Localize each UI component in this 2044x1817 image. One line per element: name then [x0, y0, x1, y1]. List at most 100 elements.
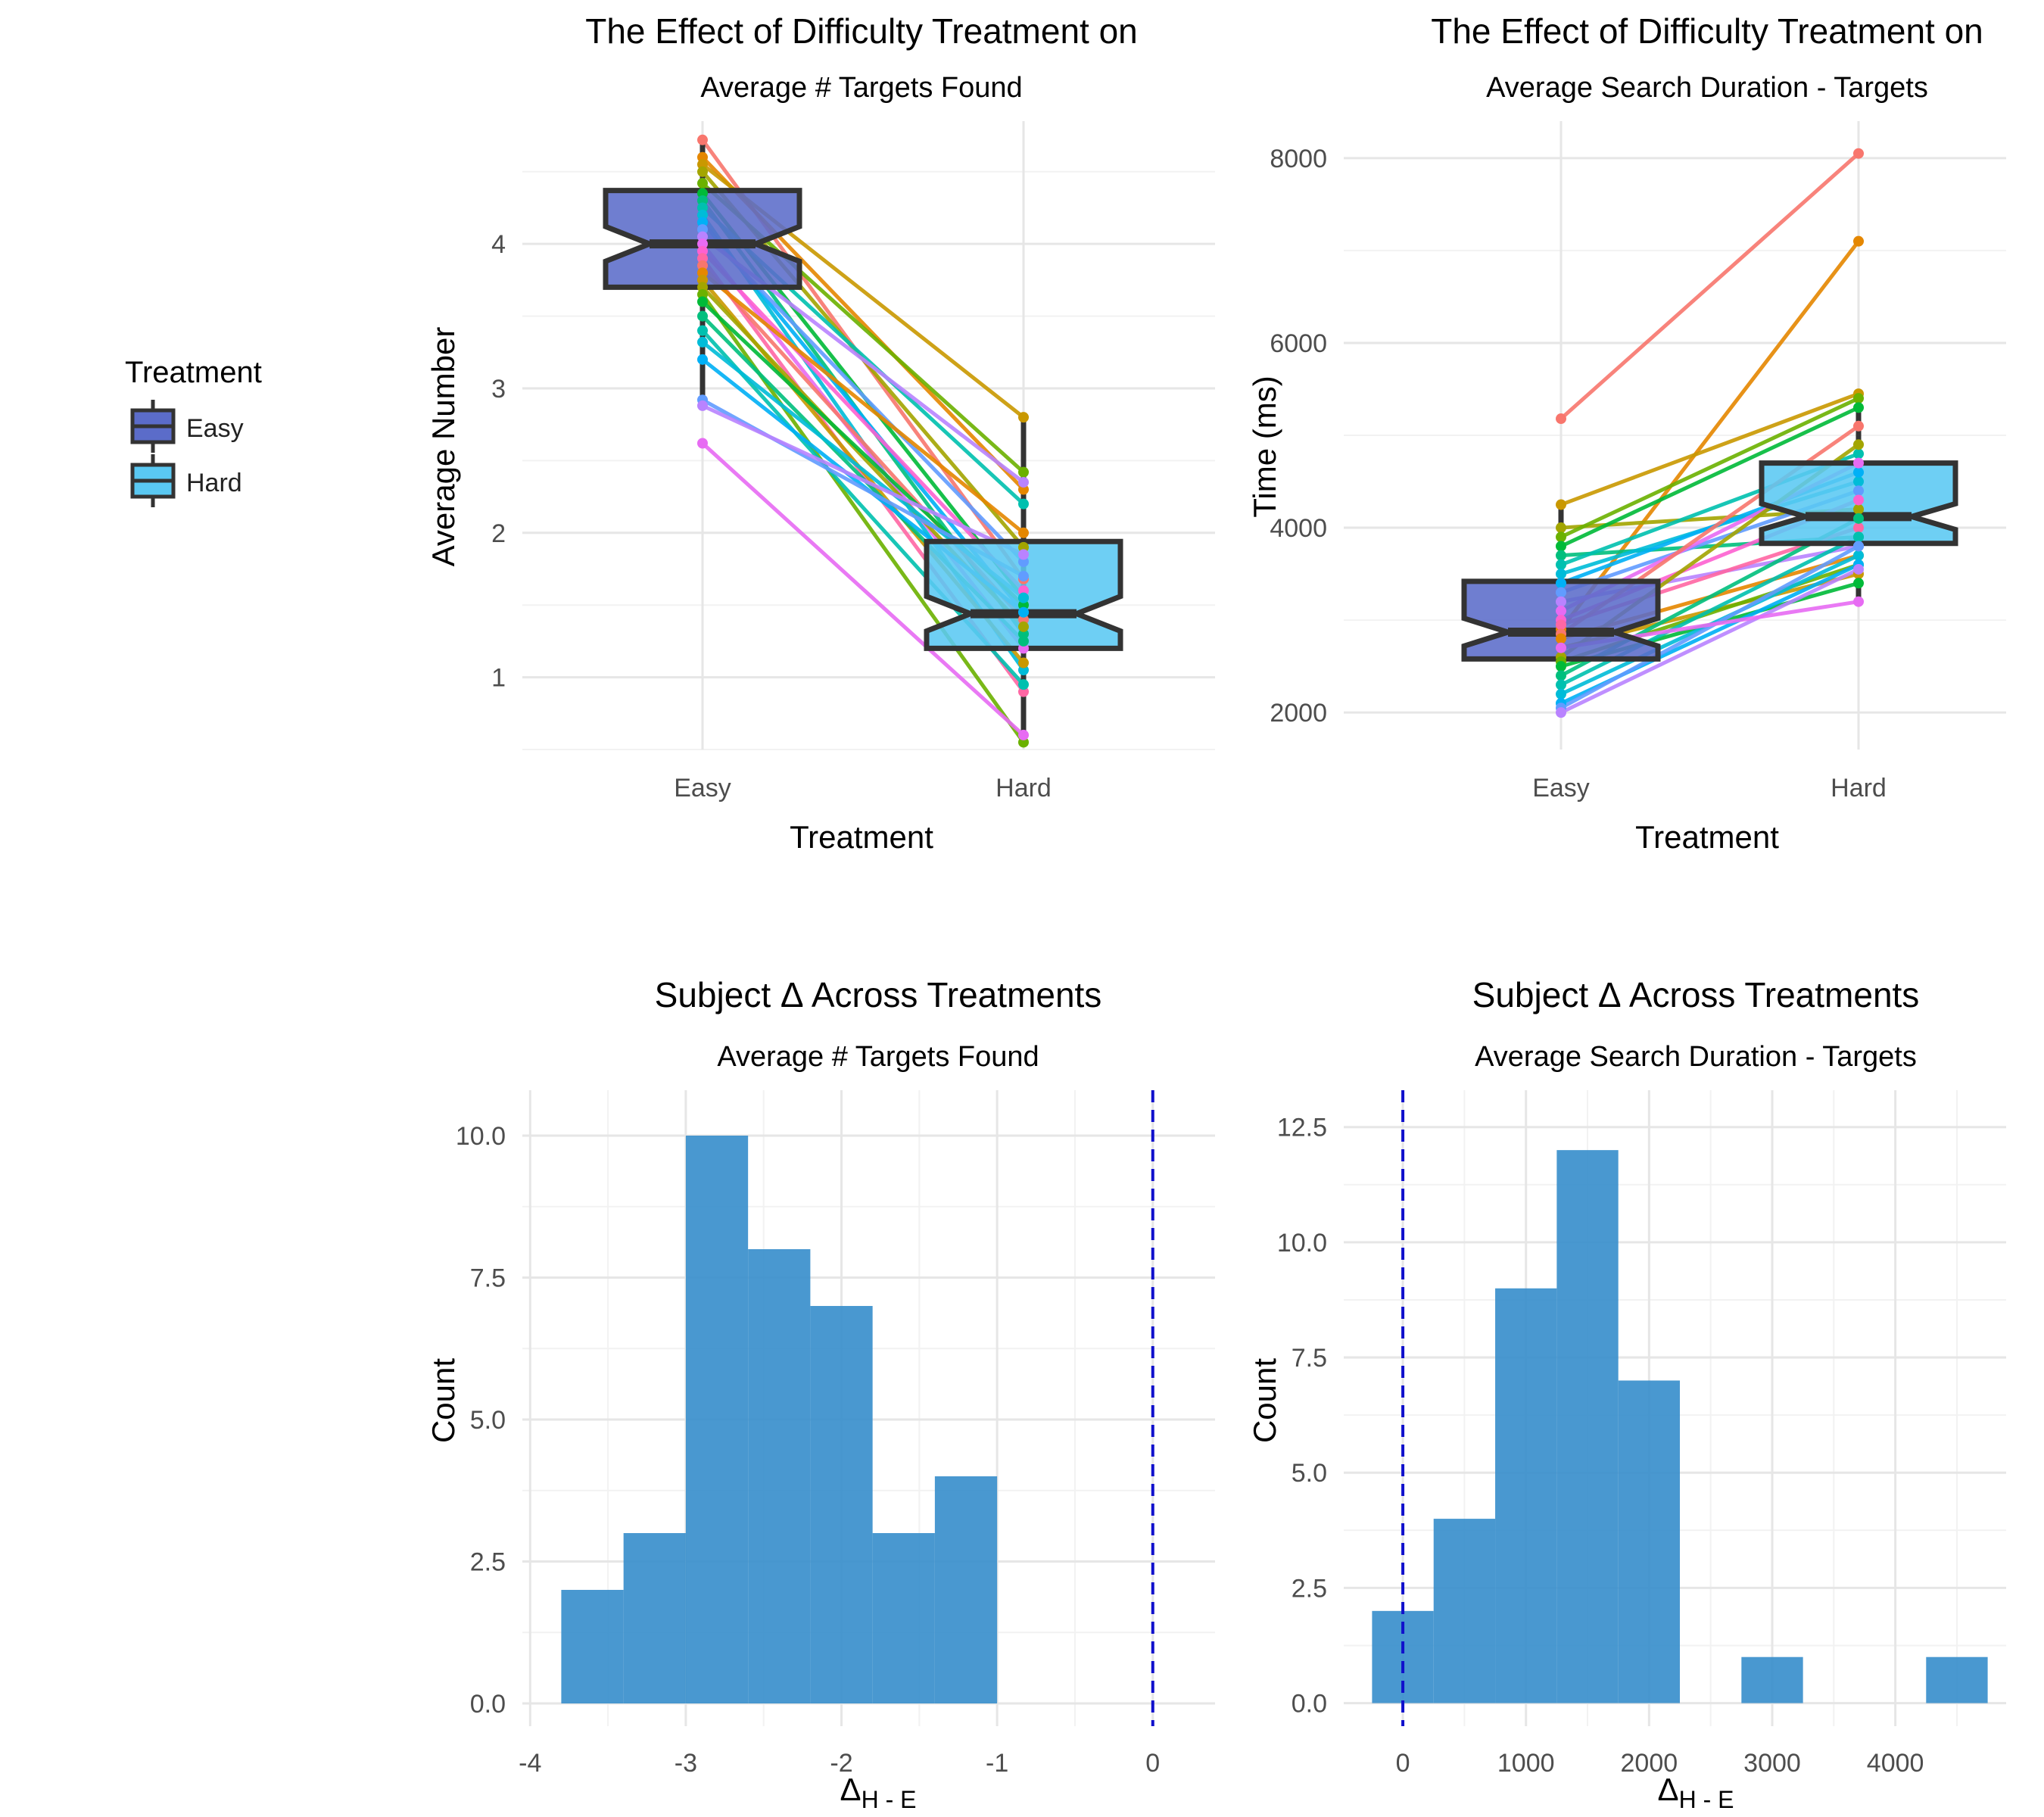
- x-tick-label: 1000: [1497, 1749, 1555, 1778]
- y-tick-label: 5.0: [1292, 1459, 1327, 1488]
- subject-point: [1556, 587, 1566, 598]
- subject-point: [697, 336, 708, 348]
- y-tick-label: 12.5: [1277, 1114, 1327, 1142]
- y-axis-label: Count: [1247, 1358, 1282, 1443]
- subject-point: [1853, 550, 1864, 561]
- subject-point: [697, 296, 708, 307]
- subject-line: [701, 441, 1025, 737]
- legend-item-hard: Hard: [130, 454, 242, 507]
- legend-label-hard: Hard: [186, 469, 242, 497]
- histogram-bar: [1433, 1519, 1496, 1703]
- subject-point: [697, 310, 708, 322]
- tick-labels: 1 2 3 4 Easy Hard: [491, 230, 1052, 803]
- y-tick-label: 10.0: [1277, 1229, 1327, 1258]
- y-tick-label: 4000: [1270, 514, 1327, 543]
- histogram-bar: [934, 1476, 998, 1703]
- x-tick-label: -2: [830, 1749, 852, 1778]
- subject-point: [697, 166, 708, 177]
- subject-point: [1556, 679, 1566, 690]
- x-tick-label: Easy: [674, 774, 731, 803]
- y-tick-label: 2: [491, 519, 506, 548]
- legend-label-easy: Easy: [186, 414, 244, 443]
- panel-subtitle: Average Search Duration - Targets: [1486, 72, 1928, 104]
- y-tick-label: 0.0: [470, 1690, 506, 1719]
- subject-points: [1556, 148, 1864, 718]
- histogram-bar: [1495, 1288, 1557, 1703]
- panel-duration-boxplot: The Effect of Difficulty Treatment on Av…: [1247, 11, 2006, 855]
- y-tick-label: 3: [491, 375, 506, 404]
- subject-point: [697, 354, 708, 365]
- x-tick-label: -1: [986, 1749, 1008, 1778]
- subject-point: [1556, 661, 1566, 672]
- subject-point: [1853, 522, 1864, 534]
- x-tick-label: 3000: [1743, 1749, 1801, 1778]
- tick-labels: -4 -3 -2 -1 0 0.0 2.5 5.0 7.5 10.0: [456, 1122, 1160, 1778]
- tick-labels: 0 1000 2000 3000 4000 0.0 2.5 5.0 7.5 10.0 12.5: [1277, 1114, 1924, 1778]
- subject-point: [1853, 485, 1864, 497]
- y-tick-label: 4: [491, 230, 506, 259]
- y-tick-label: 1: [491, 664, 506, 693]
- subject-point: [1018, 635, 1029, 647]
- x-axis-label: Treatment: [1635, 819, 1779, 855]
- subject-point: [1556, 633, 1566, 644]
- subject-line: [1559, 544, 1860, 710]
- y-axis-label: Count: [425, 1358, 461, 1443]
- subject-point: [1556, 550, 1566, 561]
- subject-point: [1556, 531, 1566, 543]
- subject-point: [697, 438, 708, 449]
- panel-subtitle: Average Search Duration - Targets: [1475, 1041, 1917, 1073]
- panel-targets-histogram: Subject Δ Across Treatments Average # Ta…: [425, 975, 1215, 1813]
- histogram-bar: [810, 1306, 873, 1703]
- y-tick-label: 6000: [1270, 329, 1327, 358]
- histogram-bar: [872, 1533, 935, 1703]
- x-tick-label: 0: [1145, 1749, 1160, 1778]
- subject-point: [1018, 571, 1029, 582]
- x-axis-label-subscript: H - E: [1679, 1786, 1734, 1813]
- subject-point: [1018, 527, 1029, 538]
- y-tick-label: 10.0: [456, 1122, 506, 1151]
- subject-point: [1018, 679, 1029, 690]
- x-tick-label: Hard: [996, 774, 1052, 803]
- histogram-bars: [561, 1136, 998, 1703]
- y-tick-label: 8000: [1270, 145, 1327, 173]
- subject-point: [1853, 393, 1864, 404]
- x-axis-label: Treatment: [790, 819, 933, 855]
- x-axis-label: ΔH - E: [840, 1772, 917, 1813]
- subject-point: [1556, 670, 1566, 681]
- panel-duration-histogram: Subject Δ Across Treatments Average Sear…: [1247, 975, 2006, 1813]
- subject-point: [1018, 466, 1029, 478]
- subject-point: [1853, 466, 1864, 478]
- subject-point: [697, 325, 708, 336]
- histogram-bar: [1926, 1656, 1988, 1703]
- y-axis-label: Average Number: [425, 327, 461, 567]
- x-axis-label-subscript: H - E: [862, 1786, 917, 1813]
- subject-point: [1018, 657, 1029, 669]
- subject-point: [1556, 541, 1566, 552]
- subject-point: [1853, 235, 1864, 247]
- subject-point: [1853, 457, 1864, 469]
- subject-point: [1556, 569, 1566, 580]
- panel-title: Subject Δ Across Treatments: [655, 975, 1102, 1014]
- subject-point: [697, 134, 708, 145]
- y-tick-label: 0.0: [1292, 1690, 1327, 1719]
- histogram-bar: [561, 1590, 624, 1703]
- panel-title: The Effect of Difficulty Treatment on: [1431, 11, 1983, 51]
- x-tick-label: Hard: [1831, 774, 1887, 803]
- x-tick-label: -4: [519, 1749, 541, 1778]
- subject-point: [1018, 606, 1029, 618]
- histogram-bar: [748, 1249, 811, 1703]
- panel-title: Subject Δ Across Treatments: [1472, 975, 1920, 1014]
- subject-point: [1556, 688, 1566, 700]
- subject-point: [1018, 412, 1029, 423]
- subject-point: [1853, 402, 1864, 413]
- x-axis-label-main: Δ: [840, 1772, 862, 1807]
- subject-line: [1560, 391, 1859, 506]
- x-tick-label: Easy: [1532, 774, 1590, 803]
- subject-point: [1853, 513, 1864, 524]
- subject-point: [1853, 578, 1864, 589]
- y-tick-label: 7.5: [1292, 1344, 1327, 1373]
- legend: Treatment Easy Hard: [125, 356, 262, 507]
- subject-point: [1556, 596, 1566, 607]
